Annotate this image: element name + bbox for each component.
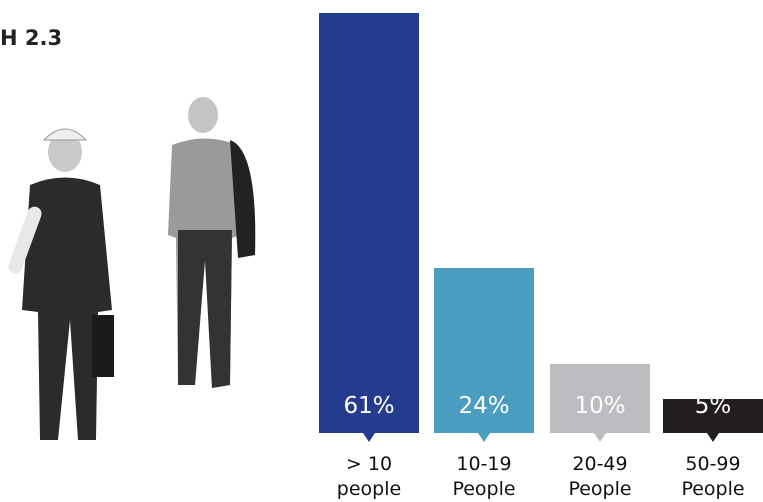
bar: 24% xyxy=(434,267,534,433)
value-label: 61% xyxy=(343,393,395,419)
people-photo xyxy=(8,97,256,440)
pointer xyxy=(707,433,719,442)
value-label: 10% xyxy=(574,392,626,419)
bar: 61% xyxy=(319,13,419,433)
pointer xyxy=(478,433,490,442)
pointer xyxy=(594,433,606,442)
x-tick-label: 50-99 People xyxy=(681,453,745,500)
value-label: 24% xyxy=(458,392,510,419)
x-tick-label: > 10 people xyxy=(336,453,402,500)
x-tick-label: 10-19 People xyxy=(452,453,516,500)
bar: 5% xyxy=(663,393,763,433)
value-label: 5% xyxy=(694,392,732,419)
bar: 10% xyxy=(550,364,650,433)
x-tick-label: 20-49 People xyxy=(568,453,632,500)
chart-title: H 2.3 xyxy=(0,26,63,50)
pointer xyxy=(363,433,375,442)
